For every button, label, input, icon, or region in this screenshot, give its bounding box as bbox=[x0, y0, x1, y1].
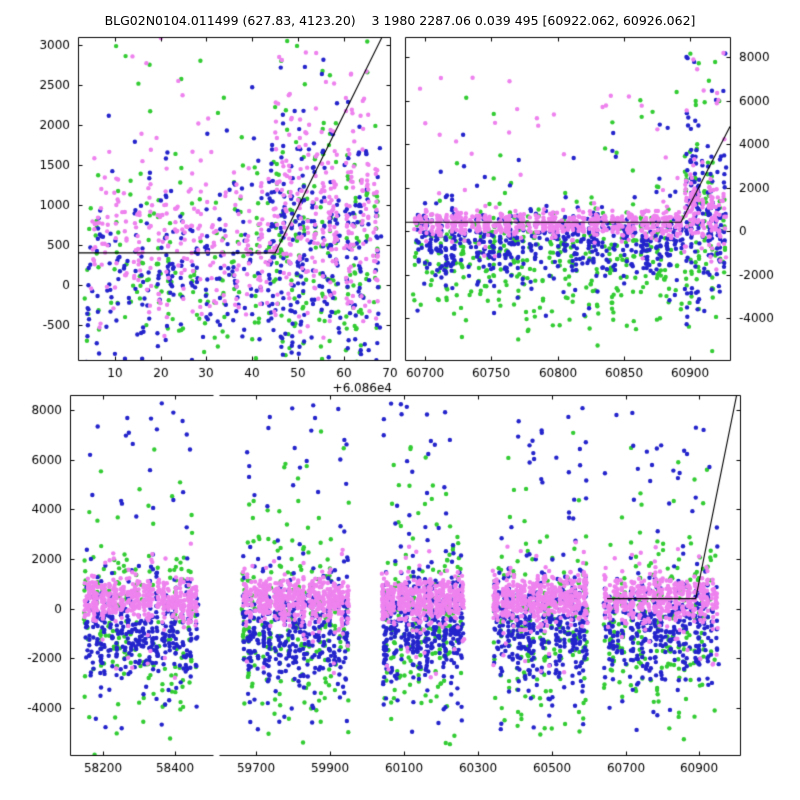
panel-season-zoom-scatter bbox=[0, 30, 400, 395]
panel-current-season-scatter bbox=[395, 30, 800, 395]
figure-title: BLG02N0104.011499 (627.83, 4123.20) 3 19… bbox=[104, 13, 696, 28]
panel-full-lightcurve-scatter bbox=[0, 392, 800, 797]
